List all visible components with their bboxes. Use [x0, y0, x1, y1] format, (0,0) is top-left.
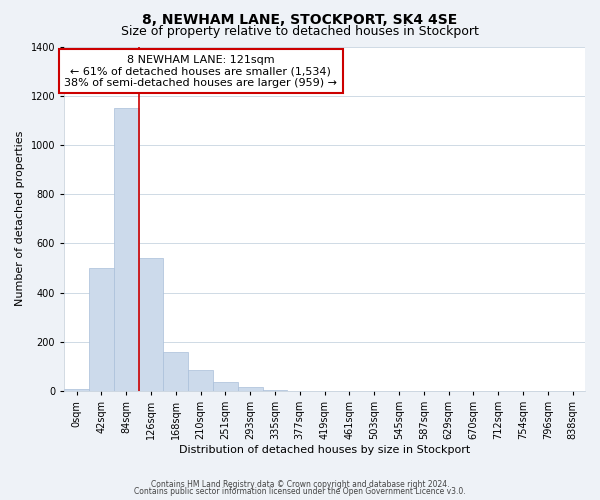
Bar [263, 390, 287, 391]
Text: 8 NEWHAM LANE: 121sqm
← 61% of detached houses are smaller (1,534)
38% of semi-d: 8 NEWHAM LANE: 121sqm ← 61% of detached … [64, 54, 337, 88]
Text: 8, NEWHAM LANE, STOCKPORT, SK4 4SE: 8, NEWHAM LANE, STOCKPORT, SK4 4SE [142, 12, 458, 26]
X-axis label: Distribution of detached houses by size in Stockport: Distribution of detached houses by size … [179, 445, 470, 455]
Bar [213, 382, 238, 391]
Bar [238, 386, 263, 391]
Bar [188, 370, 213, 391]
Text: Contains HM Land Registry data © Crown copyright and database right 2024.: Contains HM Land Registry data © Crown c… [151, 480, 449, 489]
Text: Size of property relative to detached houses in Stockport: Size of property relative to detached ho… [121, 25, 479, 38]
Bar [64, 388, 89, 391]
Bar [114, 108, 139, 391]
Bar [89, 268, 114, 391]
Bar [163, 352, 188, 391]
Text: Contains public sector information licensed under the Open Government Licence v3: Contains public sector information licen… [134, 487, 466, 496]
Bar [139, 258, 163, 391]
Y-axis label: Number of detached properties: Number of detached properties [15, 131, 25, 306]
